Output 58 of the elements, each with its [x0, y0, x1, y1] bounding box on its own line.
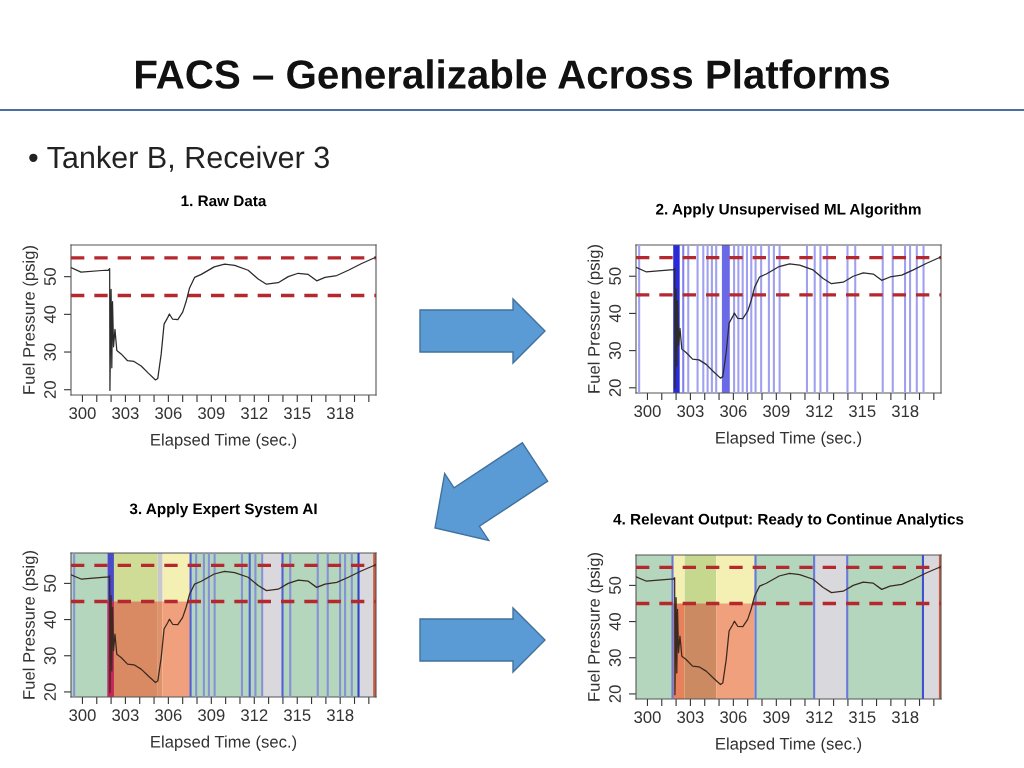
y-tick-label: 30	[44, 343, 56, 361]
y-tick-label: 20	[609, 685, 621, 703]
x-tick-label: 318	[326, 709, 354, 722]
chart-title: 1. Raw Data	[181, 195, 267, 207]
x-axis-title: Elapsed Time (sec.)	[716, 431, 862, 447]
x-axis-title: Elapsed Time (sec.)	[151, 433, 297, 449]
x-tick-label: 300	[634, 711, 661, 724]
x-tick-label: 303	[112, 709, 139, 722]
x-tick-label: 306	[155, 709, 182, 722]
x-axis-title: Elapsed Time (sec.)	[716, 737, 862, 753]
y-tick-label: 40	[44, 305, 56, 324]
y-tick-label: 20	[44, 381, 56, 399]
y-axis-title: Fuel Pressure (psig)	[587, 553, 604, 701]
x-tick-label: 309	[198, 709, 225, 722]
x-tick-label: 306	[155, 407, 182, 420]
x-tick-label: 312	[806, 405, 833, 418]
x-tick-label: 300	[69, 407, 96, 420]
x-tick-label: 312	[241, 709, 268, 722]
x-tick-label: 315	[848, 405, 876, 418]
x-tick-label: 312	[806, 711, 833, 724]
y-tick-label: 50	[609, 267, 621, 285]
x-tick-label: 315	[283, 407, 311, 420]
y-axis-title: Fuel Pressure (psig)	[587, 245, 604, 393]
x-tick-label: 309	[763, 405, 790, 418]
y-axis-title: Fuel Pressure (psig)	[22, 246, 39, 394]
x-tick-label: 315	[283, 709, 311, 722]
x-tick-label: 303	[677, 711, 704, 724]
x-tick-label: 309	[198, 407, 225, 420]
text: • Tanker B, Receiver 3	[29, 145, 329, 172]
y-axis-title: Fuel Pressure (psig)	[22, 551, 39, 699]
y-tick-label: 40	[44, 610, 56, 629]
y-tick-label: 40	[609, 304, 621, 323]
x-tick-label: 318	[891, 711, 919, 724]
chart-title: 3. Apply Expert System AI	[129, 503, 317, 518]
y-tick-label: 30	[609, 341, 621, 360]
x-tick-label: 300	[634, 405, 661, 418]
x-tick-label: 309	[763, 711, 790, 724]
y-tick-label: 30	[44, 647, 56, 665]
y-tick-label: 50	[609, 576, 621, 594]
x-tick-label: 303	[112, 407, 139, 420]
y-tick-label: 40	[609, 612, 621, 631]
y-tick-label: 50	[44, 268, 56, 286]
x-tick-label: 318	[891, 405, 919, 418]
x-tick-label: 306	[720, 405, 747, 418]
y-tick-label: 30	[609, 649, 621, 667]
x-tick-label: 300	[69, 709, 96, 722]
x-tick-label: 306	[720, 711, 747, 724]
y-tick-label: 20	[44, 683, 56, 701]
x-tick-label: 315	[848, 711, 876, 724]
chart-title: 2. Apply Unsupervised ML Algorithm	[656, 203, 921, 218]
text: FACS – Generalizable Across Platforms	[136, 59, 890, 89]
x-tick-label: 312	[241, 407, 268, 420]
x-tick-label: 318	[326, 407, 354, 420]
y-tick-label: 50	[44, 574, 56, 592]
y-tick-label: 20	[609, 379, 621, 397]
x-axis-title: Elapsed Time (sec.)	[151, 735, 297, 751]
chart-title: 4. Relevant Output: Ready to Continue Analytics	[613, 513, 964, 528]
x-tick-label: 303	[677, 405, 704, 418]
